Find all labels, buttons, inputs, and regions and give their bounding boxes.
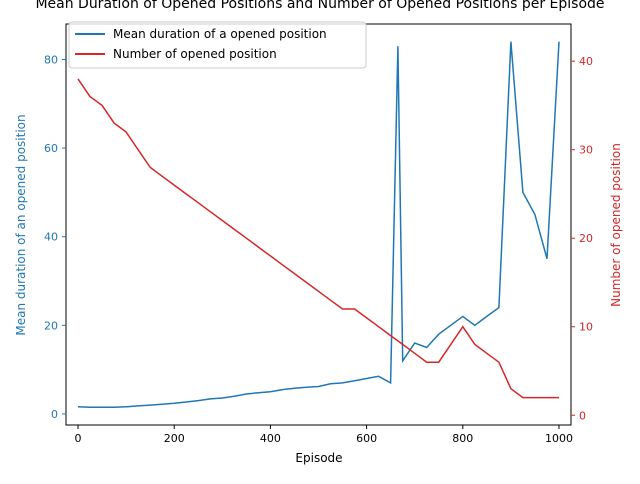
y-left-tick-label: 0 — [51, 408, 58, 421]
series-line-mean-duration — [77, 41, 560, 409]
series-line-opened-count — [77, 78, 559, 399]
y-left-tick-label: 60 — [44, 142, 58, 155]
plot-area — [77, 41, 560, 409]
x-tick-label: 0 — [75, 432, 82, 445]
legend-label-count: Number of opened position — [113, 47, 277, 61]
x-tick-label: 200 — [164, 432, 185, 445]
y-left-tick-label: 20 — [44, 319, 58, 332]
y-axis-left: 0 20 40 60 80 — [44, 53, 66, 421]
plot-frame — [65, 23, 572, 426]
x-tick-label: 600 — [356, 432, 377, 445]
y-right-tick-label: 10 — [579, 321, 593, 334]
legend: Mean duration of a opened position Numbe… — [68, 21, 367, 69]
legend-box — [68, 21, 367, 69]
y-right-tick-label: 0 — [579, 409, 586, 422]
x-axis: 0 200 400 600 800 1000 — [75, 425, 573, 445]
x-tick-label: 800 — [452, 432, 473, 445]
x-axis-label: Episode — [295, 451, 342, 465]
y-right-tick-label: 40 — [579, 55, 593, 68]
chart-title: Mean Duration of Opened Positions and Nu… — [35, 0, 604, 12]
y-right-tick-label: 20 — [579, 232, 593, 245]
legend-label-duration: Mean duration of a opened position — [113, 27, 327, 41]
x-tick-label: 1000 — [545, 432, 573, 445]
y-axis-left-label: Mean duration of an opened position — [14, 114, 28, 335]
y-left-tick-label: 40 — [44, 231, 58, 244]
y-axis-right-label: Number of opened position — [609, 143, 623, 307]
y-axis-right: 0 10 20 30 40 — [571, 55, 593, 422]
x-tick-label: 400 — [260, 432, 281, 445]
y-right-tick-label: 30 — [579, 144, 593, 157]
y-left-tick-label: 80 — [44, 53, 58, 66]
